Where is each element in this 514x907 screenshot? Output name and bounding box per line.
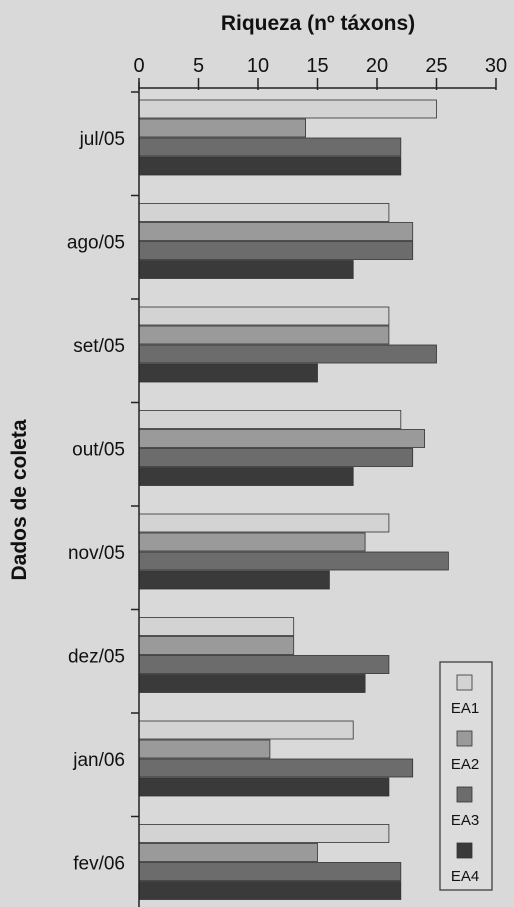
bar-ea4-0 xyxy=(138,156,402,176)
x-axis-ticks: 0 5 10 15 20 25 30 xyxy=(133,55,507,90)
bar-ea3-6 xyxy=(138,758,414,778)
bar-ea1-3 xyxy=(138,410,402,429)
bar-ea1-6 xyxy=(138,720,354,740)
legend-label: EA4 xyxy=(451,868,479,885)
bar-ea3-0 xyxy=(138,137,402,157)
bar-ea2-6 xyxy=(138,739,271,759)
bar-ea2-5 xyxy=(138,636,295,655)
bar-ea3-5 xyxy=(138,655,390,674)
bar-ea3-2 xyxy=(138,344,437,364)
category-label: ago/05 xyxy=(67,233,125,254)
legend-label: EA1 xyxy=(451,700,479,717)
bar-ea4-3 xyxy=(138,467,354,486)
bar-ea2-1 xyxy=(138,222,414,241)
y-axis-title: Dados de coleta xyxy=(8,419,31,580)
x-axis-title: Riqueza (nº táxons) xyxy=(221,12,415,35)
bar-ea3-3 xyxy=(138,448,414,467)
category-label: jul/05 xyxy=(79,129,125,150)
bar-ea4-7 xyxy=(138,881,402,900)
category-label: set/05 xyxy=(73,336,125,357)
x-tick-label: 0 xyxy=(133,55,144,77)
bar-ea4-2 xyxy=(138,363,318,383)
bar-ea4-1 xyxy=(138,260,354,279)
legend-swatch-ea3 xyxy=(456,786,473,803)
category-label: dez/05 xyxy=(68,647,125,668)
bar-ea1-7 xyxy=(138,824,390,843)
bar-ea4-6 xyxy=(138,777,390,797)
bar-ea2-3 xyxy=(138,429,426,448)
bar-ea2-2 xyxy=(138,325,390,345)
legend-label: EA3 xyxy=(451,812,479,829)
category-label: fev/06 xyxy=(73,854,125,875)
bar-ea1-2 xyxy=(138,306,390,326)
category-label: nov/05 xyxy=(68,543,125,564)
bar-ea2-0 xyxy=(138,118,307,138)
x-tick-label: 15 xyxy=(306,55,328,77)
legend-label: EA2 xyxy=(451,756,479,773)
x-tick-label: 20 xyxy=(366,55,388,77)
category-labels: jul/05 ago/05 set/05 out/05 nov/05 dez/05 jan/… xyxy=(67,129,125,875)
bar-ea1-4 xyxy=(138,513,390,533)
y-axis xyxy=(131,82,140,907)
legend-swatch-ea4 xyxy=(456,842,473,859)
x-tick-label: 10 xyxy=(247,55,269,77)
x-tick-label: 25 xyxy=(425,55,447,77)
bar-ea1-0 xyxy=(138,99,437,119)
x-tick-label: 5 xyxy=(193,55,204,77)
x-tick-label: 30 xyxy=(485,55,507,77)
category-label: jan/06 xyxy=(72,750,125,771)
bar-ea3-7 xyxy=(138,862,402,881)
bar-ea3-4 xyxy=(138,551,449,571)
bar-ea4-5 xyxy=(138,674,366,693)
bar-ea3-1 xyxy=(138,241,414,260)
bar-ea2-7 xyxy=(138,843,318,862)
bar-ea4-4 xyxy=(138,570,330,590)
legend-swatch-ea1 xyxy=(456,674,473,691)
bar-ea1-1 xyxy=(138,203,390,222)
bars xyxy=(138,99,449,900)
category-label: out/05 xyxy=(72,440,125,461)
legend: EA1 EA2 EA3 EA4 xyxy=(439,661,493,891)
legend-swatch-ea2 xyxy=(456,730,473,747)
bar-ea2-4 xyxy=(138,532,366,552)
bar-ea1-5 xyxy=(138,617,295,636)
